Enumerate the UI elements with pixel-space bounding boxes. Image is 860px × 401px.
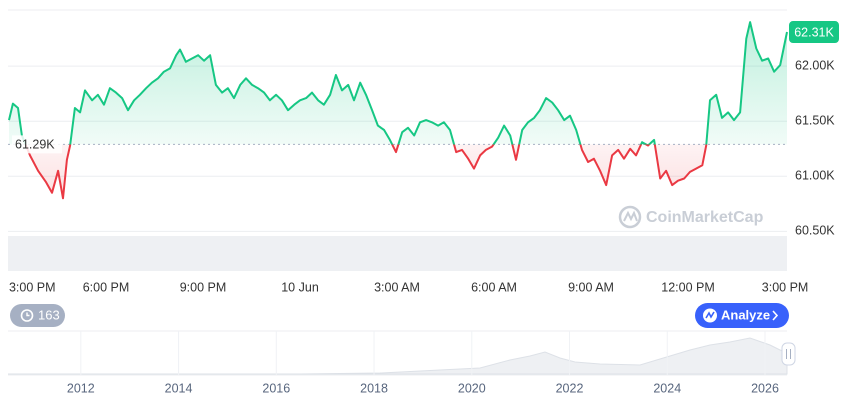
y-tick-label: 61.00K [795,169,835,183]
navigator-tick-label: 2026 [751,381,779,395]
history-badge[interactable]: 163 [10,304,65,327]
navigator: 2012 2014 2016 2018 2020 2022 2024 2026 [8,330,796,395]
last-price-label: 62.31K [794,25,834,39]
analyze-button[interactable]: Analyze [695,303,789,328]
history-count: 163 [38,307,60,322]
navigator-tick-label: 2020 [458,381,486,395]
watermark-text: CoinMarketCap [646,209,764,226]
baseline-label-bg [12,135,62,154]
baseline-label: 61.29K [15,138,55,152]
navigator-tick-label: 2012 [67,381,95,395]
navigator-tick-label: 2024 [653,381,681,395]
price-area [9,22,787,199]
y-tick-label: 61.50K [795,114,835,128]
y-tick-label: 62.00K [795,58,835,72]
navigator-tick-label: 2016 [262,381,290,395]
x-tick-label: 10 Jun [281,280,319,294]
y-tick-label: 60.50K [795,224,835,238]
x-tick-label: 3:00 PM [762,280,809,294]
x-tick-label: 3:00 PM [9,280,56,294]
price-line [8,21,788,200]
x-tick-label: 3:00 AM [374,280,420,294]
x-tick-label: 6:00 AM [471,280,517,294]
analyze-label: Analyze [721,307,770,322]
x-tick-label: 9:00 AM [568,280,614,294]
last-price-tag [789,21,839,44]
navigator-tick-label: 2022 [556,381,584,395]
navigator-tick-label: 2014 [165,381,193,395]
x-tick-label: 12:00 PM [661,280,715,294]
watermark: CoinMarketCap [618,205,764,229]
navigator-tick-label: 2018 [360,381,388,395]
x-tick-label: 9:00 PM [180,280,227,294]
volume-band [8,236,787,271]
x-tick-label: 6:00 PM [83,280,130,294]
